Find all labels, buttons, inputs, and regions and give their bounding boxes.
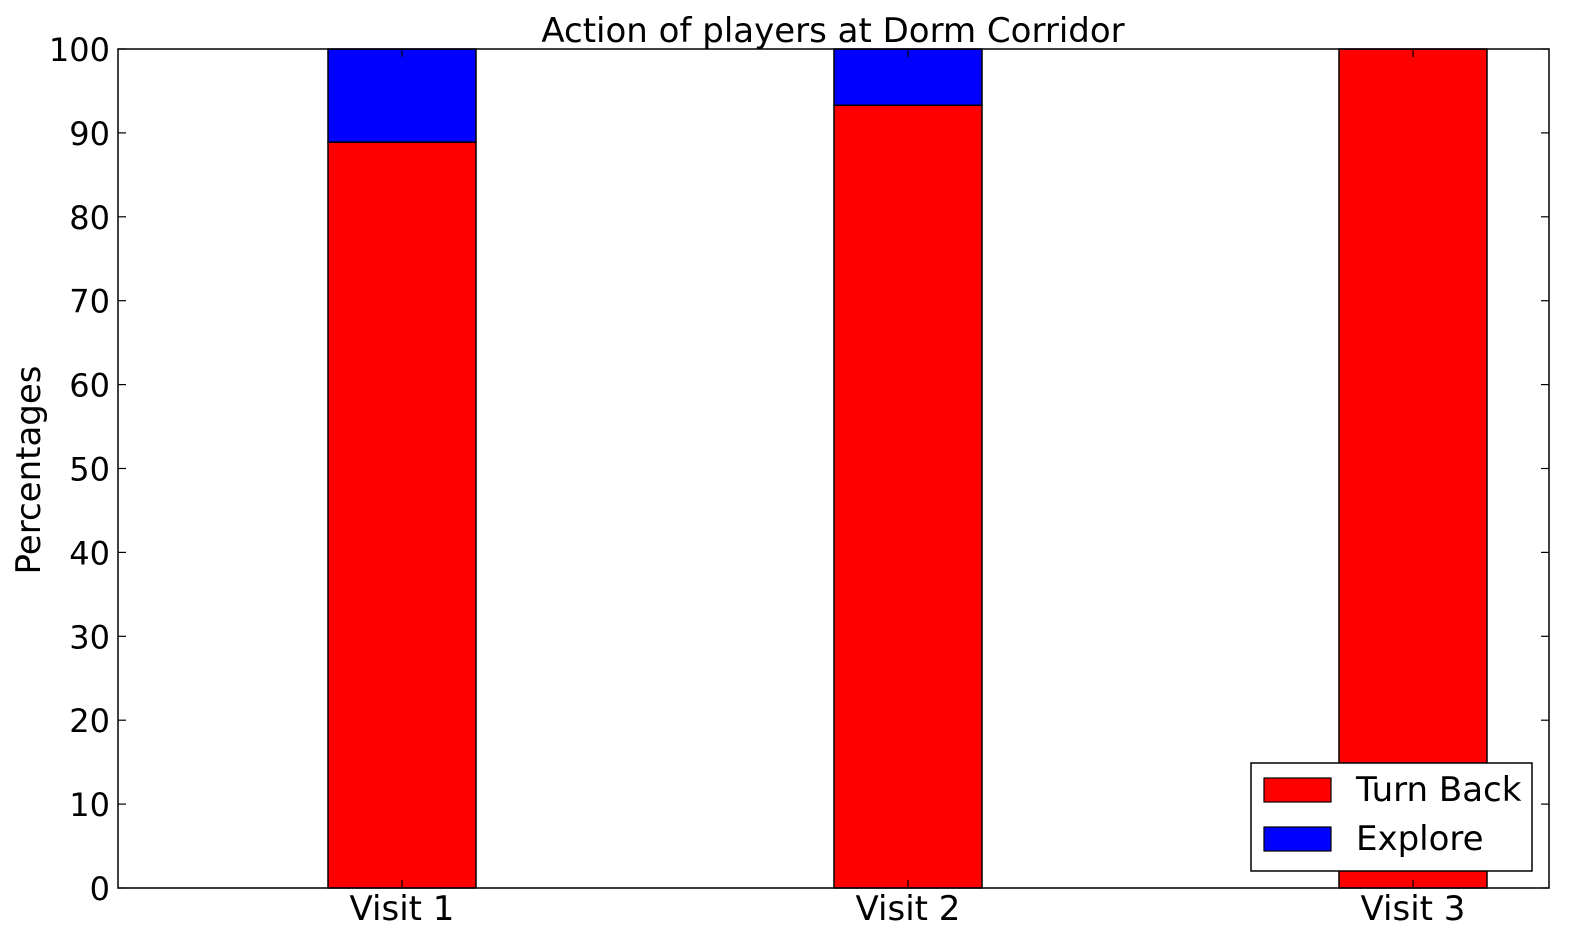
- bar-2-series-1: [833, 104, 983, 889]
- bar-1-series-2: [327, 48, 477, 143]
- y-tick-label: 40: [69, 534, 110, 572]
- y-axis-title: Percentages: [9, 366, 49, 575]
- legend-swatch-1: [1263, 777, 1332, 803]
- legend-label-1: Turn Back: [1355, 770, 1522, 810]
- y-tick-label: 70: [69, 283, 110, 321]
- y-tick-label: 80: [69, 199, 110, 237]
- y-axis-ticks: 0 10 20 30 40 50 60 70 80 90 100: [49, 31, 1549, 908]
- y-tick-label: 50: [69, 451, 110, 489]
- y-tick-label: 20: [69, 702, 110, 740]
- y-tick-label: 10: [69, 786, 110, 824]
- chart-title: Action of players at Dorm Corridor: [541, 11, 1124, 51]
- x-tick-label: Visit 1: [350, 889, 455, 929]
- y-tick-label: 90: [69, 115, 110, 153]
- legend-swatch-2: [1263, 826, 1332, 852]
- y-tick-label: 60: [69, 367, 110, 405]
- legend: Turn Back Explore: [1250, 762, 1533, 872]
- x-tick-label: Visit 3: [1361, 889, 1466, 929]
- x-tick-label: Visit 2: [856, 889, 961, 929]
- bar-2-series-2: [833, 48, 983, 106]
- y-tick-label: 30: [69, 618, 110, 656]
- y-tick-label: 100: [49, 31, 110, 69]
- bar-1-series-1: [327, 141, 477, 889]
- x-axis-ticks: Visit 1 Visit 2 Visit 3: [350, 49, 1466, 929]
- bar-3-series-1: [1338, 48, 1488, 889]
- legend-label-2: Explore: [1356, 819, 1484, 859]
- bars: [327, 48, 1488, 889]
- y-tick-label: 0: [90, 870, 110, 908]
